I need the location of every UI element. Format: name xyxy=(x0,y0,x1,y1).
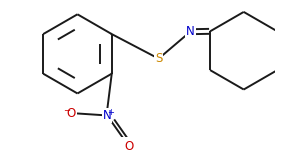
Text: +: + xyxy=(107,108,114,117)
Text: N: N xyxy=(186,25,195,38)
Text: N: N xyxy=(103,109,111,122)
Text: −: − xyxy=(63,106,70,115)
Text: O: O xyxy=(67,107,76,120)
Text: O: O xyxy=(124,140,133,152)
Text: S: S xyxy=(155,52,162,65)
